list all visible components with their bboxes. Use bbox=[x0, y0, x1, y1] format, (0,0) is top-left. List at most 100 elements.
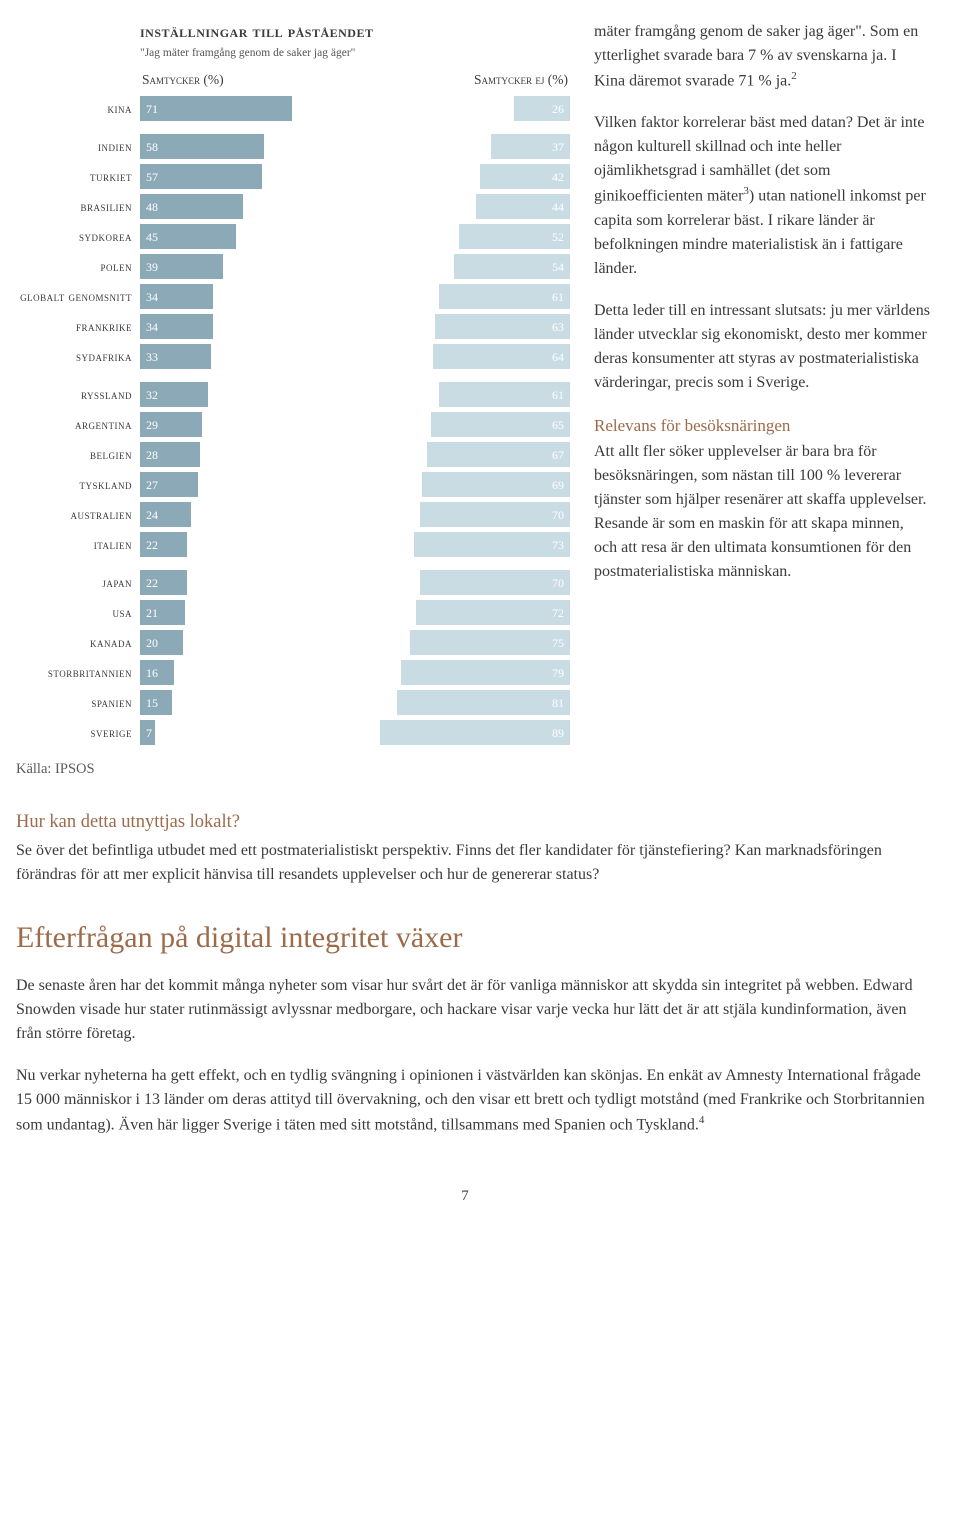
bar-agree: 57 bbox=[140, 164, 262, 189]
chart-row: kanada20 75 bbox=[0, 630, 570, 655]
bar-agree: 7 bbox=[140, 720, 155, 745]
chart-row: spanien15 81 bbox=[0, 690, 570, 715]
row-label: sydkorea bbox=[0, 230, 140, 244]
chart-row: japan22 70 bbox=[0, 570, 570, 595]
bar-disagree: 37 bbox=[491, 134, 570, 159]
chart-row: belgien28 67 bbox=[0, 442, 570, 467]
bar-disagree: 72 bbox=[416, 600, 570, 625]
row-label: brasilien bbox=[0, 200, 140, 214]
chart-title: inställningar till påståendet bbox=[140, 20, 570, 45]
chart-row: tyskland2769 bbox=[0, 472, 570, 497]
chart-row: argentina29 65 bbox=[0, 412, 570, 437]
bar-agree: 27 bbox=[140, 472, 198, 497]
bar-disagree: 79 bbox=[401, 660, 570, 685]
row-label: turkiet bbox=[0, 170, 140, 184]
bar-disagree: 52 bbox=[459, 224, 570, 249]
bar-disagree: 73 bbox=[414, 532, 570, 557]
chart-row: sydafrika33 64 bbox=[0, 344, 570, 369]
bar-disagree: 89 bbox=[380, 720, 570, 745]
row-label: belgien bbox=[0, 448, 140, 462]
right-p1: mäter framgång genom de saker jag äger".… bbox=[594, 20, 930, 93]
chart-row: brasilien48 44 bbox=[0, 194, 570, 219]
bar-agree: 45 bbox=[140, 224, 236, 249]
bar-disagree: 70 bbox=[420, 502, 570, 527]
chart-row: indien58 37 bbox=[0, 134, 570, 159]
row-label: australien bbox=[0, 508, 140, 522]
bar-agree: 28 bbox=[140, 442, 200, 467]
row-label: spanien bbox=[0, 696, 140, 710]
row-label: usa bbox=[0, 606, 140, 620]
chart-row: turkiet57 42 bbox=[0, 164, 570, 189]
chart-row: frankrike34 63 bbox=[0, 314, 570, 339]
chart-source: Källa: IPSOS bbox=[16, 759, 570, 781]
bar-disagree: 61 bbox=[439, 284, 570, 309]
bar-disagree: 65 bbox=[431, 412, 570, 437]
bar-disagree: 26 bbox=[514, 96, 570, 121]
bar-agree: 32 bbox=[140, 382, 208, 407]
p-lokalt: Se över det befintliga utbudet med ett p… bbox=[16, 839, 930, 887]
chart-row: australien24 70 bbox=[0, 502, 570, 527]
bar-agree: 22 bbox=[140, 570, 187, 595]
bar-disagree: 75 bbox=[410, 630, 571, 655]
row-label: italien bbox=[0, 538, 140, 552]
chart-row: storbritannien16 79 bbox=[0, 660, 570, 685]
col-header-disagree: Samtycker ej (%) bbox=[355, 70, 570, 90]
p-digital-2: Nu verkar nyheterna ha gett effekt, och … bbox=[16, 1064, 930, 1137]
row-label: kanada bbox=[0, 636, 140, 650]
bar-agree: 29 bbox=[140, 412, 202, 437]
bar-disagree: 42 bbox=[480, 164, 570, 189]
p-digital-1: De senaste åren har det kommit många nyh… bbox=[16, 974, 930, 1046]
bar-agree: 24 bbox=[140, 502, 191, 527]
heading-lokalt: Hur kan detta utnyttjas lokalt? bbox=[16, 809, 930, 837]
row-label: tyskland bbox=[0, 478, 140, 492]
bar-agree: 71 bbox=[140, 96, 292, 121]
row-label: indien bbox=[0, 140, 140, 154]
right-p3: Detta leder till en intressant slutsats:… bbox=[594, 299, 930, 395]
row-label: globalt genomsnitt bbox=[0, 290, 140, 304]
row-label: sverige bbox=[0, 726, 140, 740]
chart-row: usa21 72 bbox=[0, 600, 570, 625]
bar-agree: 33 bbox=[140, 344, 211, 369]
heading-digital-integritet: Efterfrågan på digital integritet växer bbox=[16, 915, 930, 960]
row-label: polen bbox=[0, 260, 140, 274]
chart-row: globalt genomsnitt34 61 bbox=[0, 284, 570, 309]
bar-agree: 20 bbox=[140, 630, 183, 655]
right-text-column: mäter framgång genom de saker jag äger".… bbox=[594, 20, 930, 781]
heading-relevans: Relevans för besöksnäringen bbox=[594, 413, 930, 439]
bar-agree: 34 bbox=[140, 284, 213, 309]
row-label: ryssland bbox=[0, 388, 140, 402]
row-label: kina bbox=[0, 102, 140, 116]
bar-disagree: 64 bbox=[433, 344, 570, 369]
row-label: japan bbox=[0, 576, 140, 590]
right-p2: Vilken faktor korrelerar bäst med datan?… bbox=[594, 111, 930, 280]
chart-row: kina71 26 bbox=[0, 96, 570, 121]
bar-agree: 21 bbox=[140, 600, 185, 625]
bar-agree: 58 bbox=[140, 134, 264, 159]
row-label: storbritannien bbox=[0, 666, 140, 680]
chart-panel: inställningar till påståendet "Jag mäter… bbox=[0, 20, 570, 781]
bar-agree: 48 bbox=[140, 194, 243, 219]
row-label: argentina bbox=[0, 418, 140, 432]
bar-disagree: 70 bbox=[420, 570, 570, 595]
bar-agree: 22 bbox=[140, 532, 187, 557]
chart-row: polen3954 bbox=[0, 254, 570, 279]
bar-agree: 16 bbox=[140, 660, 174, 685]
chart-row: sverige7 89 bbox=[0, 720, 570, 745]
bar-disagree: 54 bbox=[454, 254, 570, 279]
row-label: sydafrika bbox=[0, 350, 140, 364]
bar-disagree: 63 bbox=[435, 314, 570, 339]
bar-agree: 15 bbox=[140, 690, 172, 715]
row-label: frankrike bbox=[0, 320, 140, 334]
chart-row: ryssland32 61 bbox=[0, 382, 570, 407]
bar-agree: 34 bbox=[140, 314, 213, 339]
col-header-agree: Samtycker (%) bbox=[140, 70, 355, 90]
chart-subtitle: "Jag mäter framgång genom de saker jag ä… bbox=[140, 45, 570, 62]
page-number: 7 bbox=[0, 1185, 930, 1208]
chart-row: sydkorea45 52 bbox=[0, 224, 570, 249]
bar-disagree: 61 bbox=[439, 382, 570, 407]
chart-row: italien22 73 bbox=[0, 532, 570, 557]
bar-disagree: 81 bbox=[397, 690, 570, 715]
bar-disagree: 44 bbox=[476, 194, 570, 219]
right-p4: Att allt fler söker upplevelser är bara … bbox=[594, 440, 930, 584]
bar-disagree: 67 bbox=[427, 442, 570, 467]
